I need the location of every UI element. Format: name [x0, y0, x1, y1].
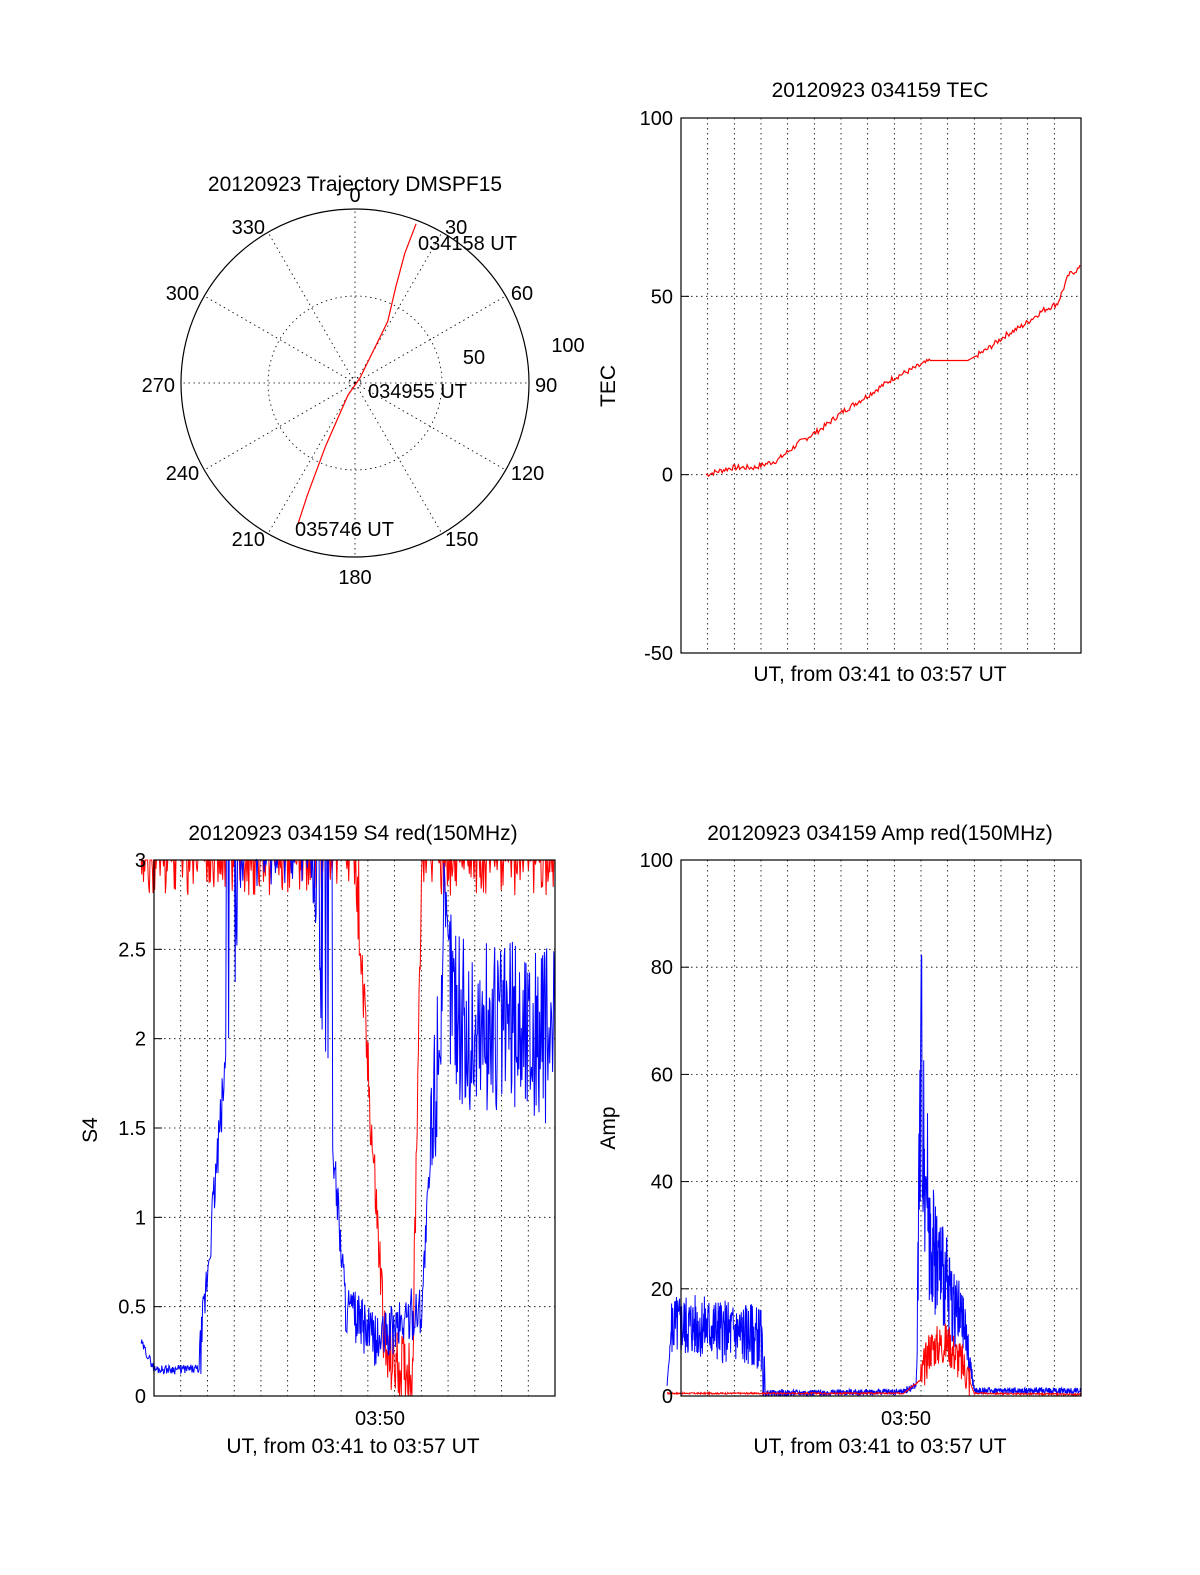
- tec-title: 20120923 034159 TEC: [772, 79, 989, 102]
- polar-spoke: [354, 382, 506, 471]
- trajectory-start-time: 034158 UT: [418, 233, 517, 255]
- amp-ytick-label: 0: [662, 1386, 673, 1408]
- amp-red-series: [667, 1323, 1082, 1397]
- tec-series-line: [705, 264, 1081, 478]
- amp-x-label: UT, from 03:41 to 03:57 UT: [753, 1435, 1006, 1458]
- s4-blue-trace: [140, 858, 556, 1375]
- tec-y-ticks: -50 0 50 100: [640, 108, 673, 665]
- trajectory-end-time: 035746 UT: [295, 519, 394, 541]
- polar-radial-label-50: 50: [463, 347, 485, 369]
- amp-blue-series: [666, 954, 1082, 1398]
- amp-title: 20120923 034159 Amp red(150MHz): [707, 822, 1053, 845]
- trajectory-mid-time: 034955 UT: [368, 381, 467, 403]
- amp-ytick-label: 100: [640, 850, 673, 872]
- s4-ytick-label: 1.5: [118, 1118, 146, 1140]
- polar-azimuth-label-120: 120: [511, 463, 544, 485]
- polar-azimuth-label-270: 270: [142, 375, 175, 397]
- s4-y-label: S4: [79, 1117, 102, 1143]
- polar-azimuth-label-180: 180: [338, 567, 371, 589]
- s4-title: 20120923 034159 S4 red(150MHz): [188, 822, 517, 845]
- polar-spoke: [354, 295, 506, 384]
- polar-center-ring: [348, 376, 362, 390]
- s4-red-series: [140, 858, 555, 1397]
- polar-azimuth-label-210: 210: [232, 529, 265, 551]
- amp-blue-trace: [666, 954, 1082, 1398]
- s4-x-label: UT, from 03:41 to 03:57 UT: [226, 1435, 479, 1458]
- s4-ytick-label: 1: [135, 1207, 146, 1229]
- trajectory-panel: 20120923 Trajectory DMSPF15 0 30 60 90 120 15…: [142, 173, 585, 589]
- s4-ytick-label: 0.5: [118, 1297, 146, 1319]
- polar-spoke: [204, 295, 356, 384]
- tec-ytick-label: -50: [644, 643, 673, 665]
- s4-ytick-label: 2.5: [118, 939, 146, 961]
- polar-spoke: [204, 382, 356, 471]
- tec-ytick-label: 100: [640, 108, 673, 130]
- polar-radial-label-100: 100: [551, 335, 584, 357]
- polar-azimuth-labels: 0 30 60 90 120 150 180 210 240 270 300 330: [142, 185, 558, 589]
- amp-ytick-label: 60: [651, 1064, 673, 1086]
- polar-azimuth-label-90: 90: [535, 375, 557, 397]
- s4-panel: 20120923 034159 S4 red(150MHz) 0 0.5 1 1.5 2…: [79, 822, 556, 1458]
- amp-y-ticks: 0 20 40 60 80 100: [640, 850, 673, 1408]
- amp-y-label: Amp: [597, 1106, 620, 1149]
- s4-ytick-label: 2: [135, 1029, 146, 1051]
- polar-spoke: [267, 232, 356, 384]
- polar-ring-50: [267, 295, 443, 471]
- amp-ytick-label: 20: [651, 1279, 673, 1301]
- tec-y-label: TEC: [597, 365, 620, 407]
- s4-y-ticks: 0 0.5 1 1.5 2 2.5 3: [118, 850, 146, 1408]
- trajectory-title: 20120923 Trajectory DMSPF15: [208, 173, 502, 196]
- s4-x-tick-0350: 03:50: [355, 1408, 405, 1430]
- polar-outer-circle: [180, 208, 530, 558]
- tec-plot-frame: [680, 117, 1082, 654]
- amp-plot-frame: [680, 859, 1082, 1397]
- polar-azimuth-label-240: 240: [166, 463, 199, 485]
- s4-plot-frame: [153, 859, 556, 1397]
- polar-spoke: [354, 382, 443, 534]
- amp-x-tick-0350: 03:50: [881, 1408, 931, 1430]
- amp-red-trace: [667, 1323, 1082, 1397]
- s4-ytick-label: 3: [135, 850, 146, 872]
- tec-panel: 20120923 034159 TEC -50 0 50 100 UT, from 0…: [597, 79, 1082, 686]
- tec-x-label: UT, from 03:41 to 03:57 UT: [753, 663, 1006, 686]
- trajectory-track: [297, 223, 417, 526]
- polar-azimuth-label-300: 300: [166, 283, 199, 305]
- s4-blue-series: [140, 858, 556, 1375]
- polar-azimuth-label-0: 0: [349, 185, 360, 207]
- amp-ytick-label: 40: [651, 1172, 673, 1194]
- amp-panel: 20120923 034159 Amp red(150MHz) 0 20 40 60 8…: [597, 822, 1082, 1458]
- polar-azimuth-label-330: 330: [232, 217, 265, 239]
- polar-spoke: [354, 232, 443, 384]
- polar-grid: [181, 209, 529, 557]
- polar-azimuth-label-30: 30: [445, 217, 467, 239]
- s4-ytick-label: 0: [135, 1386, 146, 1408]
- polar-azimuth-label-60: 60: [511, 283, 533, 305]
- amp-ytick-label: 80: [651, 957, 673, 979]
- tec-ytick-label: 50: [651, 286, 673, 308]
- tec-ytick-label: 0: [662, 465, 673, 487]
- polar-spoke: [267, 382, 356, 534]
- s4-red-trace: [140, 858, 555, 1397]
- polar-azimuth-label-150: 150: [445, 529, 478, 551]
